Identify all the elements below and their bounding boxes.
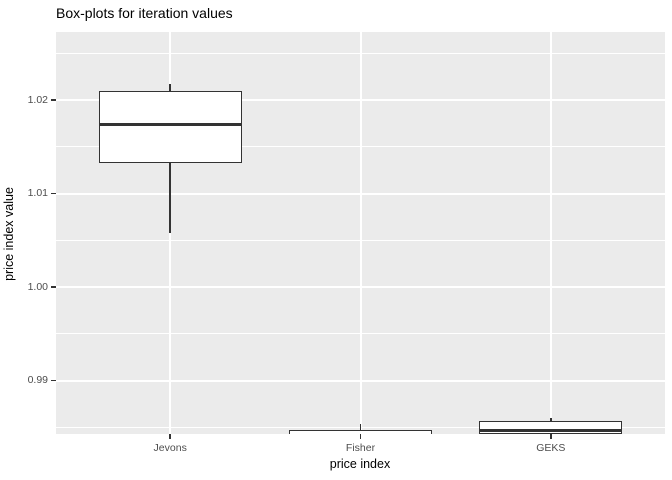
x-tick-label-geks: GEKS [536, 442, 566, 454]
x-tick-mark [550, 434, 552, 439]
x-axis-title: price index [329, 457, 391, 471]
plot-panel [56, 32, 665, 434]
median-line [479, 428, 623, 432]
upper-whisker [359, 423, 362, 430]
y-tick-label: 1.02 [27, 93, 48, 106]
upper-whisker [169, 83, 171, 92]
x-tick-mark [359, 434, 362, 439]
x-tick-label-jevons: Jevons [153, 442, 187, 454]
y-tick-label: 0.99 [27, 374, 48, 387]
y-tick-label: 1.01 [27, 187, 48, 200]
y-tick-label: 1.00 [27, 280, 48, 293]
y-tick-mark [51, 286, 56, 288]
x-tick-mark [169, 434, 171, 439]
y-tick-mark [51, 379, 56, 382]
iqr-box [289, 429, 432, 434]
x-tick-label-fisher: Fisher [345, 442, 376, 454]
y-tick-mark [51, 192, 56, 195]
chart-title: Box-plots for iteration values [56, 5, 233, 21]
v-gridline-fisher [359, 32, 362, 434]
iqr-box [479, 421, 623, 434]
median-line [98, 123, 242, 127]
v-gridline-geks [549, 32, 552, 434]
lower-whisker [169, 163, 171, 234]
iqr-box [98, 91, 242, 164]
upper-whisker [550, 418, 552, 422]
y-tick-mark [51, 99, 56, 101]
